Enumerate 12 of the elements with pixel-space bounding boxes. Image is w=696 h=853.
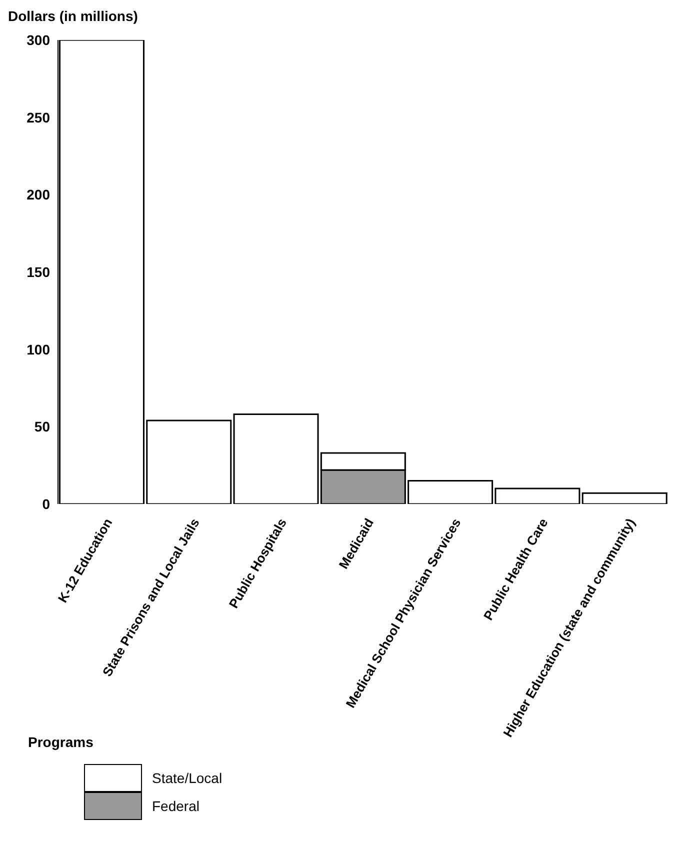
y-tick-label: 100 [26, 341, 50, 358]
legend-label: State/Local [152, 770, 222, 786]
y-tick-label: 50 [34, 418, 50, 435]
y-tick-label: 150 [26, 264, 50, 280]
y-tick-label: 300 [26, 32, 50, 48]
y-tick-label: 0 [42, 496, 50, 512]
y-tick-label: 250 [26, 109, 50, 126]
legend-title: Programs [28, 734, 94, 750]
bar [582, 492, 668, 504]
legend-label: Federal [152, 798, 200, 814]
y-axis-title: Dollars (in millions) [8, 8, 139, 24]
y-tick-label: 200 [26, 186, 50, 203]
